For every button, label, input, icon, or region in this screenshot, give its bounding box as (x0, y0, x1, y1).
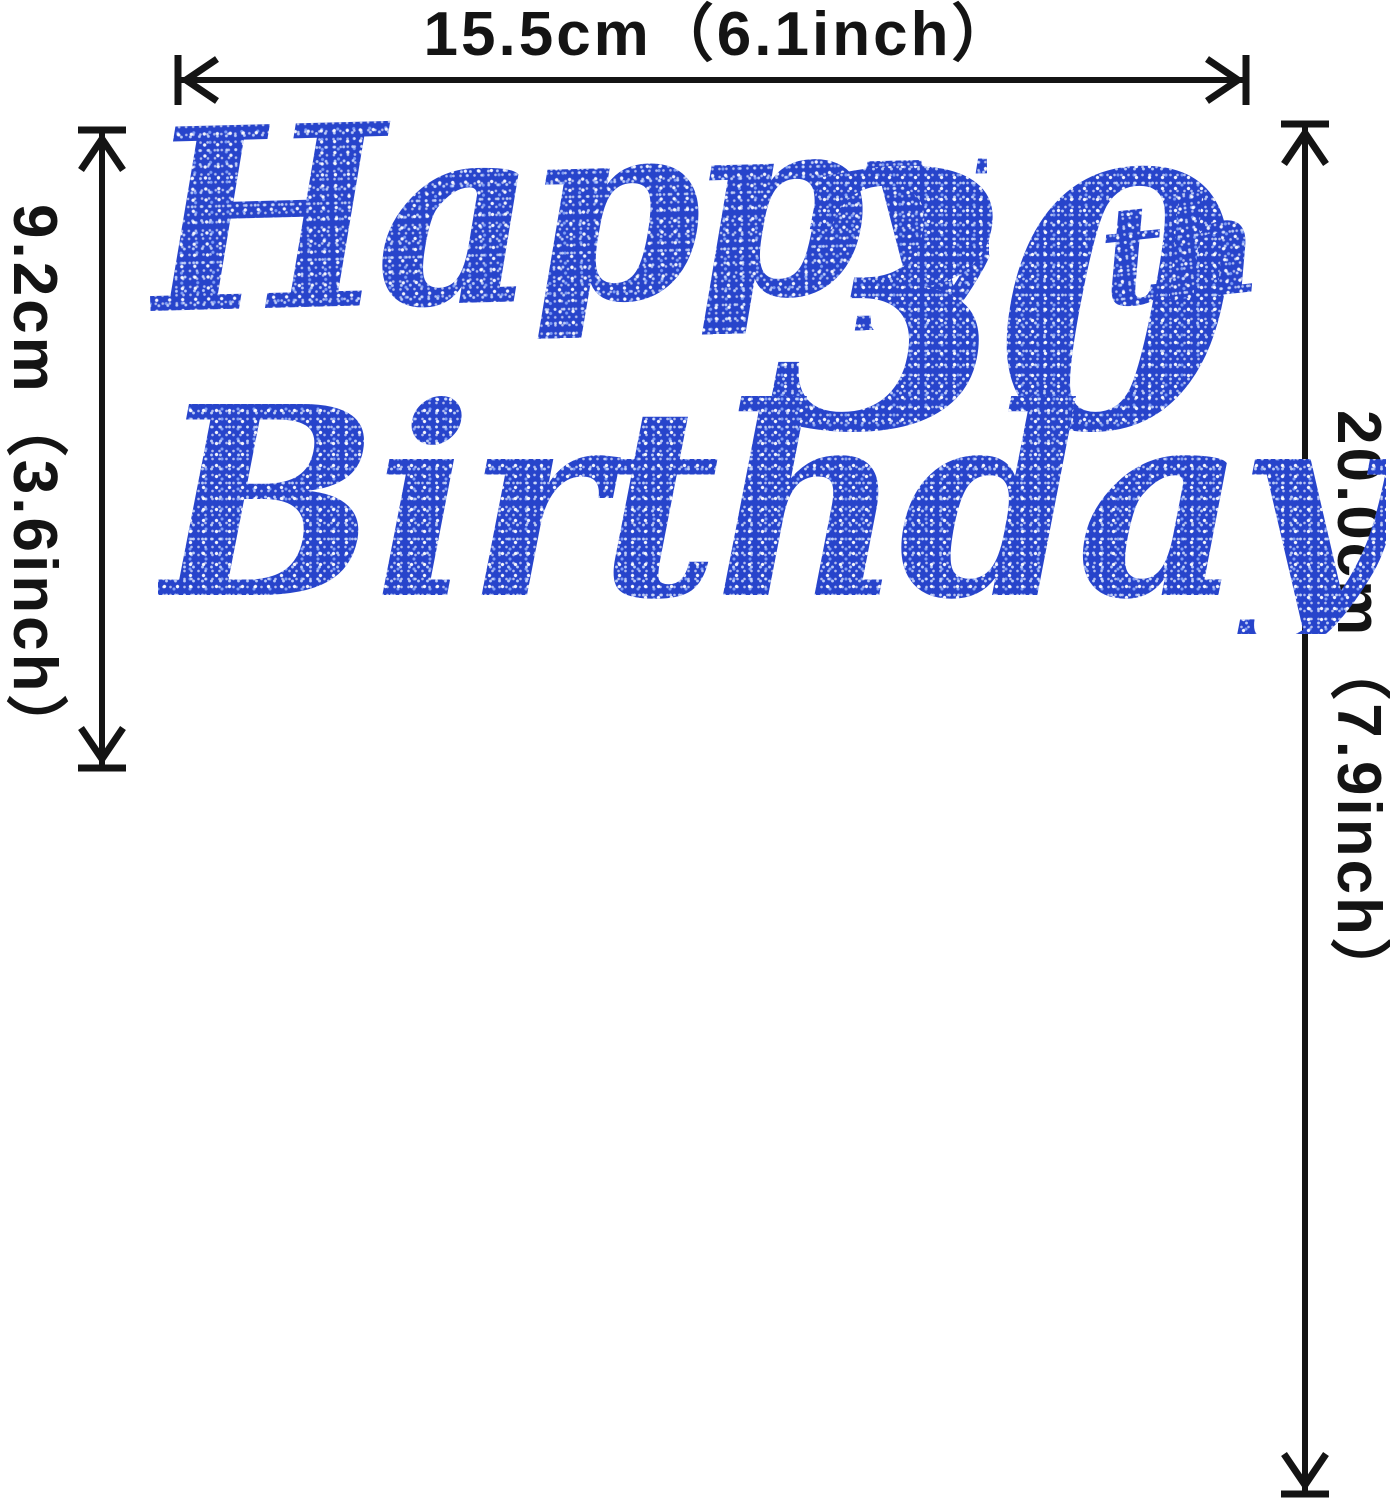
right-arrowhead-icon (1205, 56, 1245, 104)
width-dimension-label: 15.5cm（6.1inch） (423, 0, 1017, 69)
topper-height-dimension-label: 9.2cm（3.6inch） (0, 204, 69, 760)
topper-height-arrow-lines (78, 126, 126, 772)
topper-ordinal-th: th (1091, 161, 1265, 340)
topper-height-dimension-arrow (78, 126, 126, 772)
down-arrowhead-icon (78, 726, 126, 766)
down-arrowhead-icon (1281, 1452, 1329, 1492)
wooden-stick (648, 660, 670, 1494)
up-arrowhead-icon (1281, 126, 1329, 166)
topper-word-birthday: Birthday (158, 349, 1386, 657)
up-arrowhead-icon (78, 132, 126, 172)
total-height-arrow-lines (1281, 120, 1329, 1498)
total-height-dimension-arrow (1281, 120, 1329, 1498)
